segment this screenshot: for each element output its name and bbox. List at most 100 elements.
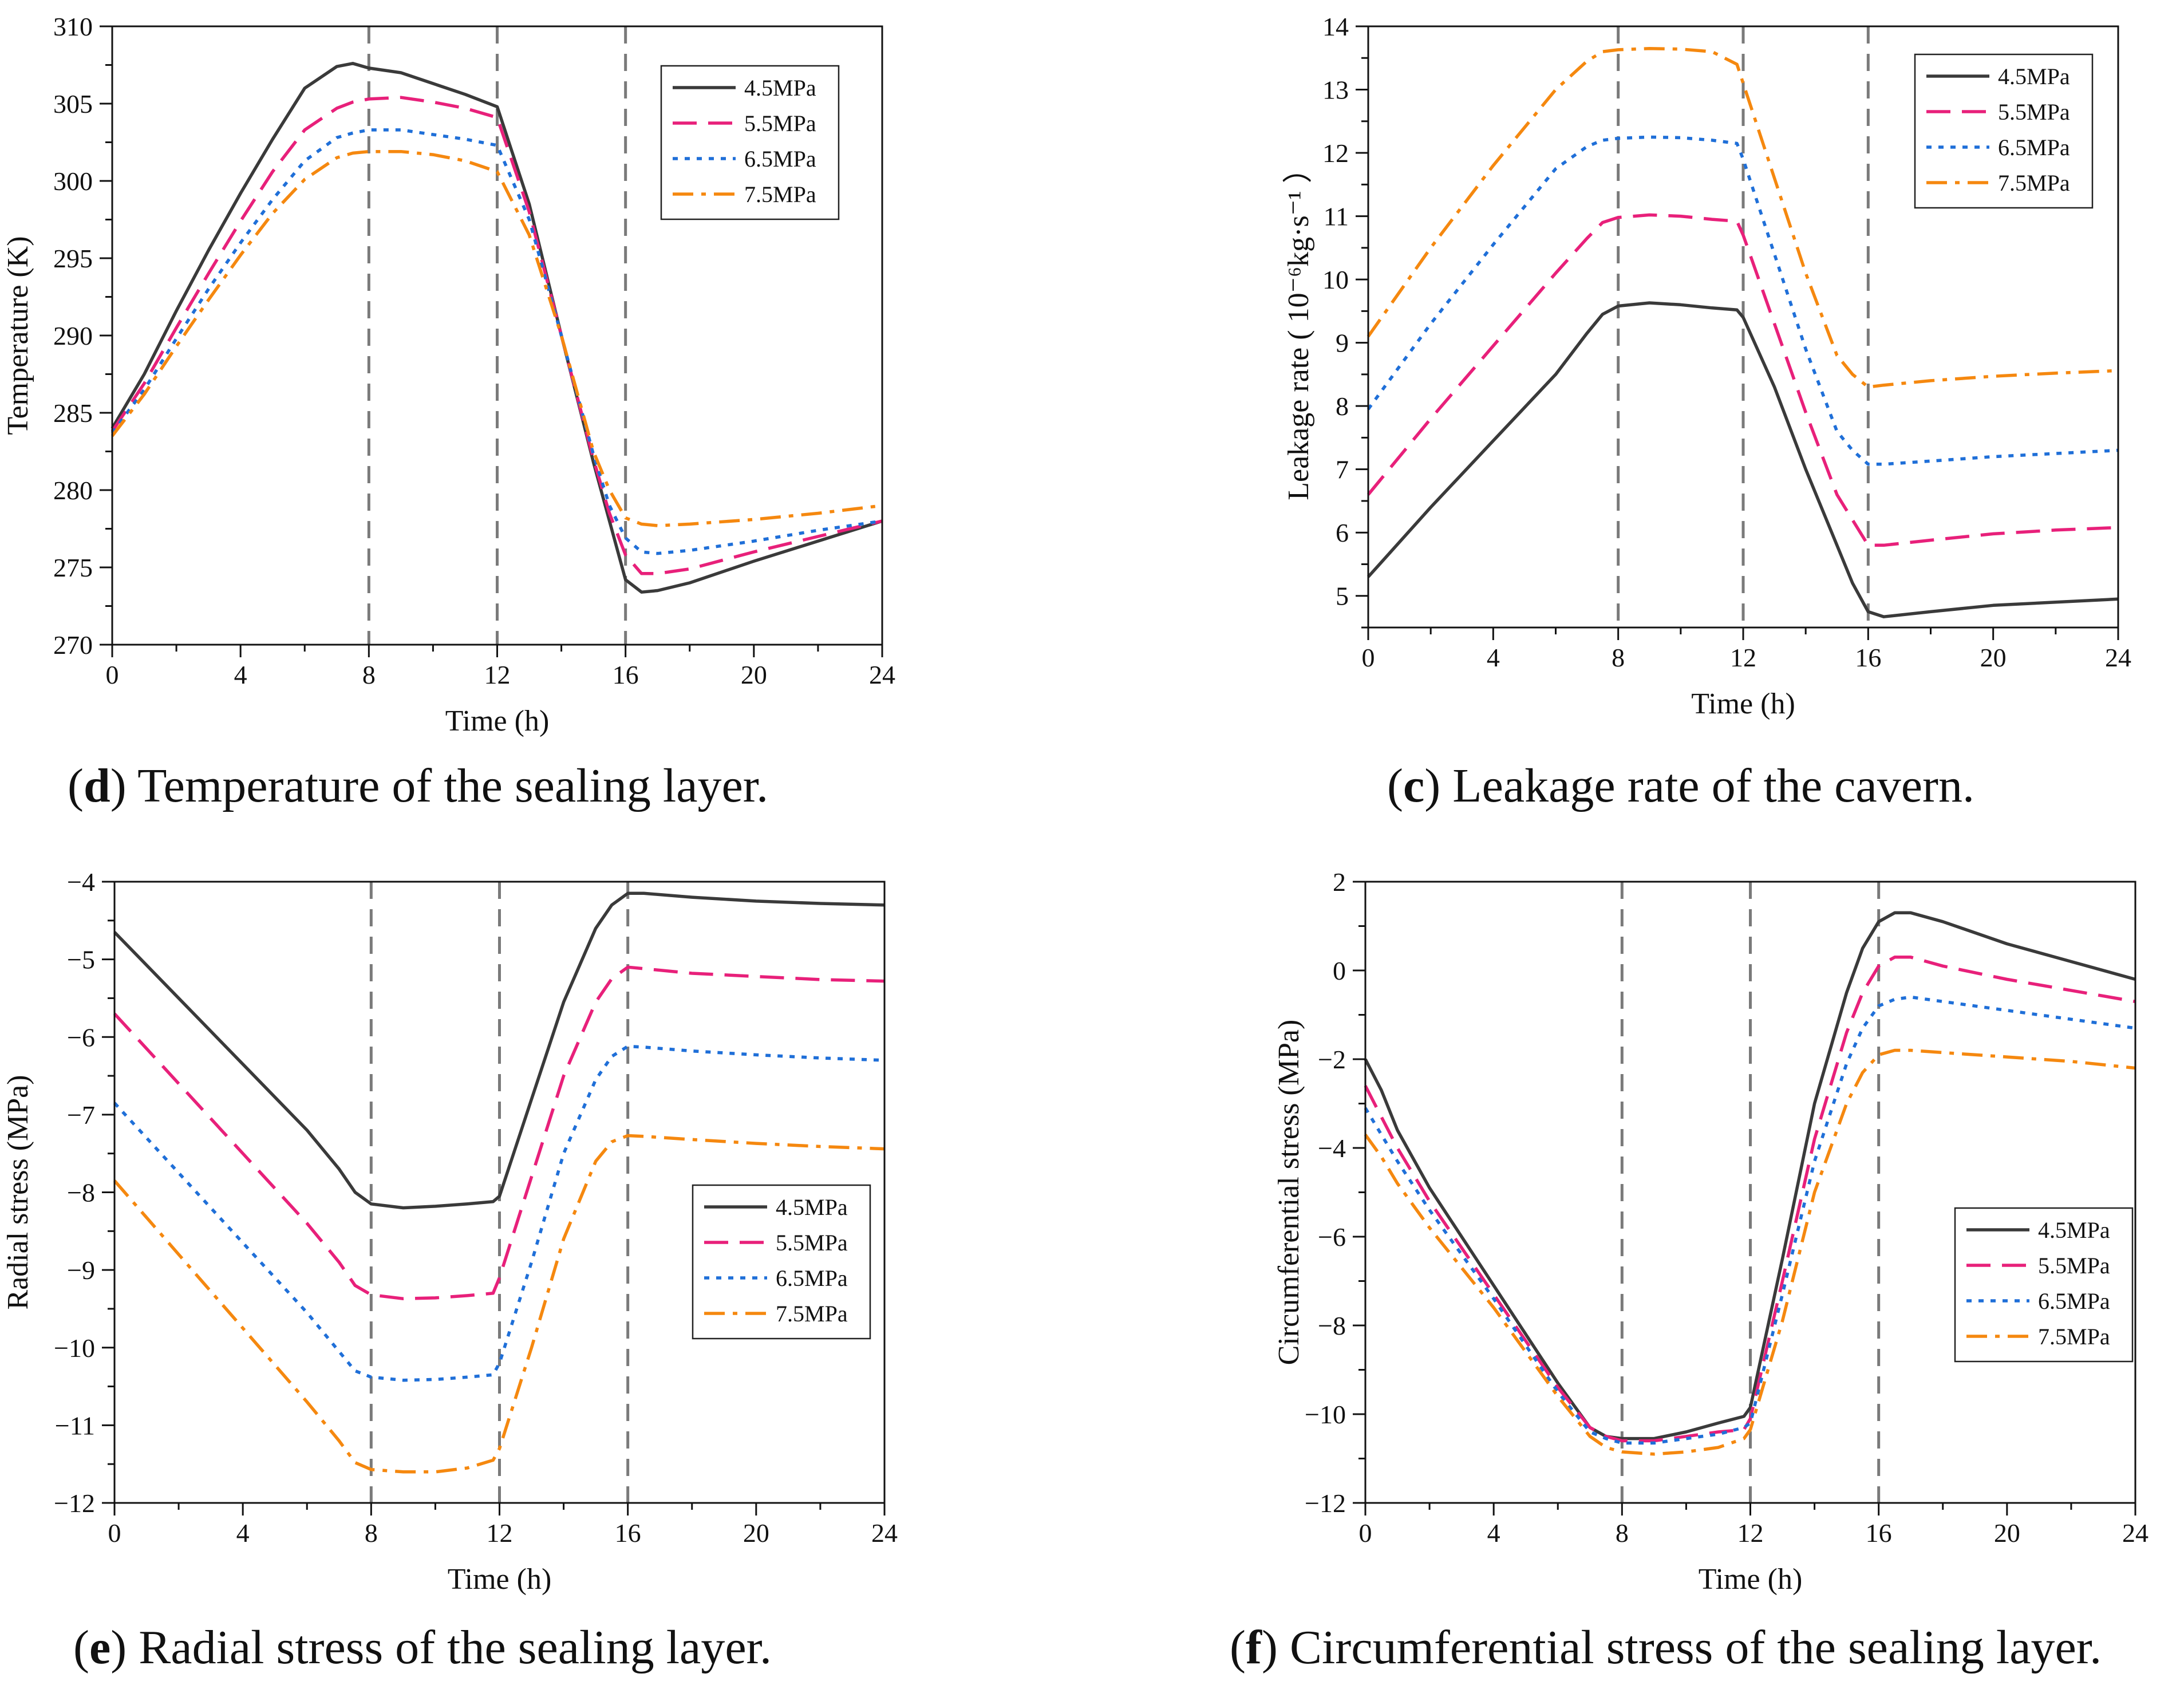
caption-open-paren: ( [68, 759, 84, 812]
y-tick-label: −10 [54, 1333, 95, 1363]
caption-letter: e [89, 1621, 110, 1674]
series-line-6.5MPa [113, 1044, 885, 1382]
panel-circumferential: 0 4 8 12 16 20 24 −12 −10 −8 −6 −4 −2 0 2 Time (h) Circu… [1230, 867, 2149, 1674]
series-line-7.5MPa [1364, 1048, 2136, 1456]
series-line-7.5MPa [113, 1134, 885, 1474]
y-tick-label: 13 [1322, 76, 1349, 105]
y-tick-label: 6 [1336, 518, 1349, 547]
caption-open-paren: ( [1387, 759, 1403, 812]
series-line-4.5MPa [1364, 911, 2136, 1441]
series-line-4.5MPa [1367, 301, 2119, 618]
panel-leakage: 0 4 8 12 16 20 24 5 6 7 8 9 10 11 12 13 14 Time (h) Leakag… [1282, 12, 2131, 812]
panel-caption: (c) Leakage rate of the cavern. [1387, 759, 1974, 812]
series-line-7.5MPa [110, 149, 883, 527]
y-axis-title: Radial stress (MPa) [2, 1075, 34, 1309]
y-tick-label: −12 [1305, 1489, 1346, 1518]
x-tick-label: 16 [613, 660, 639, 689]
y-tick-label: 8 [1336, 392, 1349, 421]
y-tick-label: 275 [53, 553, 93, 582]
caption-open-paren: ( [1230, 1621, 1246, 1674]
y-tick-label: 9 [1336, 329, 1349, 358]
y-tick-label: 280 [53, 476, 93, 505]
x-axis-title: Time (h) [1691, 688, 1795, 720]
x-tick-label: 20 [1994, 1518, 2020, 1548]
legend-label: 6.5MPa [1998, 135, 2070, 160]
y-tick-label: 0 [1333, 956, 1346, 985]
y-tick-label: 270 [53, 630, 93, 660]
x-tick-label: 8 [362, 660, 376, 689]
legend: 4.5MPa 5.5MPa 6.5MPa 7.5MPa [660, 65, 840, 220]
x-tick-label: 4 [236, 1518, 250, 1548]
series-line-6.5MPa [1364, 995, 2136, 1445]
x-tick-label: 24 [2122, 1518, 2149, 1548]
x-tick-label: 24 [2105, 643, 2131, 672]
legend-label: 7.5MPa [776, 1301, 848, 1327]
y-tick-label: 295 [53, 244, 93, 273]
x-tick-label: 4 [234, 660, 247, 689]
y-axis-title: Circumferential stress (MPa) [1273, 1020, 1305, 1366]
x-tick-label: 16 [1855, 643, 1881, 672]
series-line-5.5MPa [1364, 956, 2136, 1443]
caption-body: ) Temperature of the sealing layer. [110, 759, 768, 812]
legend-label: 4.5MPa [776, 1194, 848, 1220]
legend-label: 5.5MPa [776, 1230, 848, 1256]
panel-caption: (f) Circumferential stress of the sealin… [1230, 1621, 2102, 1674]
y-tick-label: 11 [1324, 202, 1349, 231]
y-tick-label: −5 [67, 945, 95, 974]
y-tick-label: 2 [1333, 867, 1346, 897]
legend-label: 4.5MPa [744, 75, 816, 101]
x-tick-label: 16 [615, 1518, 641, 1548]
y-tick-label: −11 [55, 1411, 95, 1440]
caption-body: ) Leakage rate of the cavern. [1424, 759, 1974, 812]
legend-label: 7.5MPa [1998, 170, 2070, 196]
legend-label: 5.5MPa [1998, 99, 2070, 125]
y-tick-label: −6 [1318, 1222, 1346, 1252]
x-tick-label: 16 [1866, 1518, 1892, 1548]
legend-label: 4.5MPa [2038, 1217, 2110, 1243]
x-tick-label: 0 [106, 660, 119, 689]
legend: 4.5MPa 5.5MPa 6.5MPa 7.5MPa [1954, 1207, 2134, 1363]
caption-letter: c [1403, 759, 1424, 812]
x-tick-label: 0 [108, 1518, 121, 1548]
y-axis-title: Leakage rate ( 10⁻⁶kg·s⁻¹ ） [1282, 153, 1315, 500]
legend-label: 6.5MPa [2038, 1288, 2110, 1314]
x-tick-label: 24 [869, 660, 895, 689]
series-line-5.5MPa [1367, 213, 2119, 547]
y-tick-label: 10 [1322, 265, 1349, 294]
caption-open-paren: ( [73, 1621, 89, 1674]
y-tick-label: −12 [54, 1489, 95, 1518]
x-tick-label: 24 [871, 1518, 898, 1548]
y-tick-label: 14 [1322, 12, 1349, 41]
legend-label: 6.5MPa [744, 146, 816, 172]
legend-box [660, 65, 840, 220]
y-tick-label: −4 [1318, 1134, 1346, 1163]
x-tick-label: 0 [1362, 643, 1375, 672]
x-axis-title: Time (h) [445, 705, 550, 737]
y-tick-label: 12 [1322, 139, 1349, 168]
x-tick-label: 0 [1359, 1518, 1372, 1548]
legend: 4.5MPa 5.5MPa 6.5MPa 7.5MPa [1914, 53, 2094, 209]
x-tick-label: 20 [1980, 643, 2007, 672]
y-tick-label: −6 [67, 1023, 95, 1052]
panel-radial: 0 4 8 12 16 20 24 −12 −11 −10 −9 −8 −7 −6 −5 −4 Time (h)… [2, 867, 898, 1674]
x-tick-label: 12 [1730, 643, 1756, 672]
x-tick-label: 12 [487, 1518, 513, 1548]
x-axis-title: Time (h) [1699, 1563, 1803, 1596]
series-line-5.5MPa [113, 965, 885, 1301]
legend-label: 7.5MPa [2038, 1324, 2110, 1349]
series-line-4.5MPa [113, 891, 885, 1210]
x-tick-label: 8 [1612, 643, 1625, 672]
caption-letter: d [84, 759, 110, 812]
y-tick-label: 7 [1336, 455, 1349, 484]
y-tick-label: 300 [53, 167, 93, 196]
caption-body: ) Radial stress of the sealing layer. [110, 1621, 772, 1674]
x-tick-label: 20 [741, 660, 767, 689]
y-tick-label: −8 [1318, 1311, 1346, 1340]
x-tick-label: 4 [1487, 1518, 1500, 1548]
y-tick-label: 285 [53, 398, 93, 428]
y-tick-label: −9 [67, 1256, 95, 1285]
panel-caption: (e) Radial stress of the sealing layer. [73, 1621, 772, 1674]
x-tick-label: 8 [1616, 1518, 1629, 1548]
x-tick-label: 12 [1737, 1518, 1764, 1548]
